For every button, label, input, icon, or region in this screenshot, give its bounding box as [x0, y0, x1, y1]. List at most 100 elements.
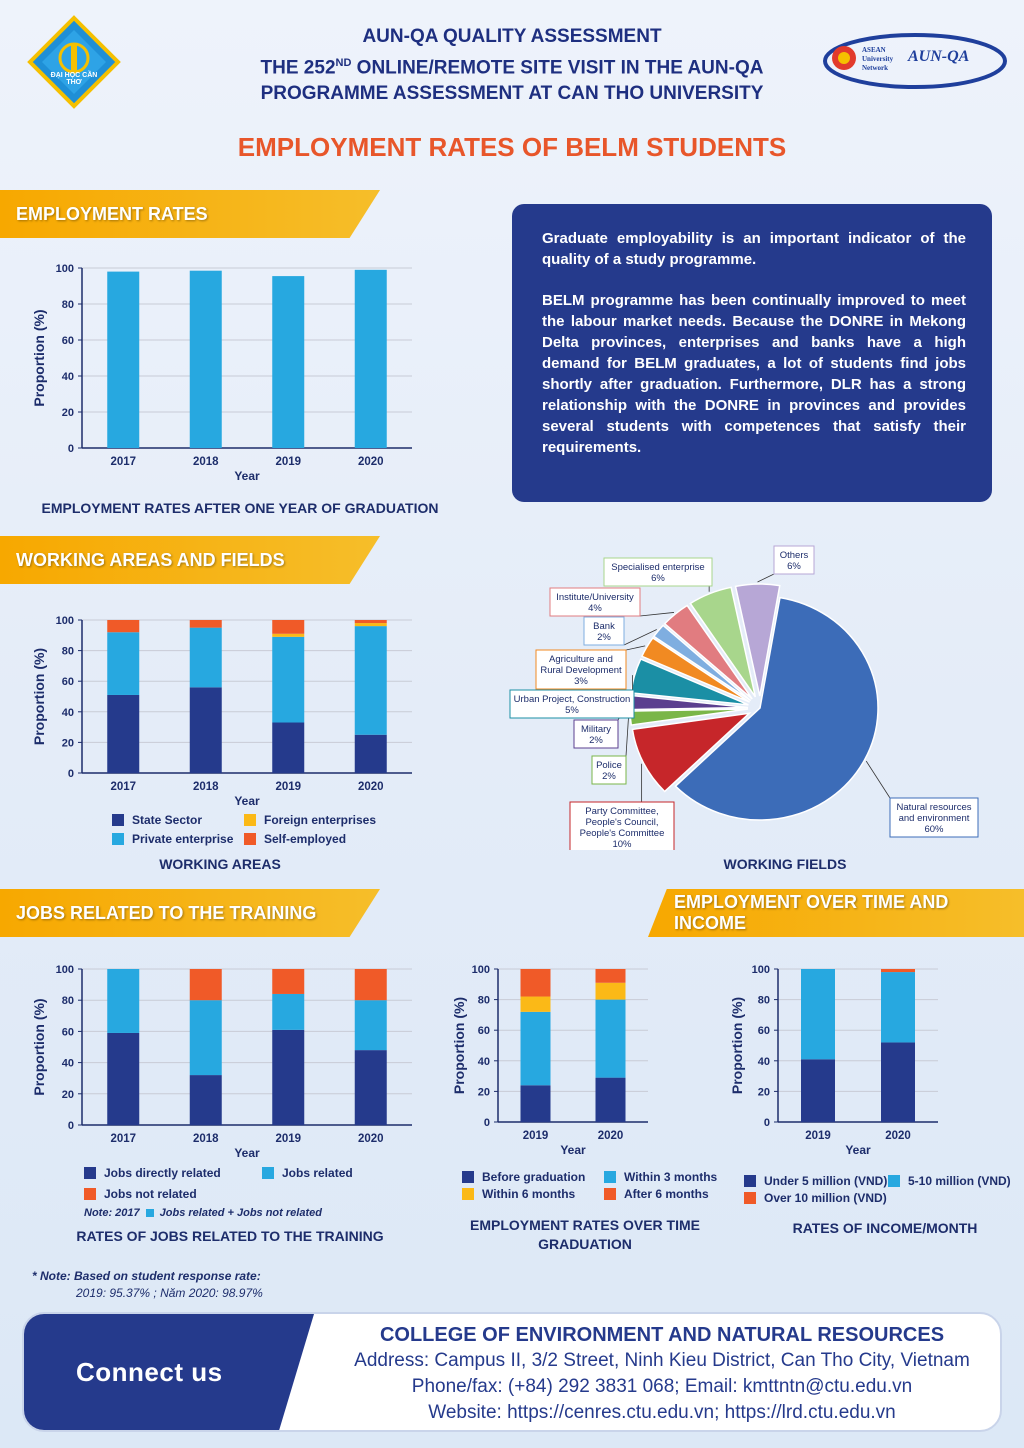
x-tick-label: 2018 — [193, 456, 219, 468]
bar-2020-self-employed — [354, 620, 387, 624]
legend-self-employed: Self-employed — [244, 832, 346, 846]
x-axis-label: Year — [560, 1143, 586, 1157]
pie-label-text: Natural resources and environment 60% — [897, 802, 972, 835]
y-tick-label: 80 — [758, 995, 770, 1007]
bar-2019-private-enterprise — [272, 636, 305, 723]
y-tick-label: 40 — [758, 1056, 770, 1068]
legend-after-6-months: After 6 months — [604, 1187, 709, 1201]
bar-2020-within-3-months — [595, 999, 626, 1078]
bar-2020-state-sector — [354, 734, 387, 773]
contact-phone[interactable]: Phone/fax: (+84) 292 3831 068; Email: km… — [411, 1376, 913, 1397]
bar-2018-jobs-directly-related — [189, 1075, 222, 1125]
y-tick-label: 20 — [62, 737, 74, 749]
legend-jobs-note: Note: 2017 Jobs related + Jobs not relate… — [84, 1207, 322, 1219]
pie-label-text: Party Committee, People's Council, People'… — [580, 806, 665, 850]
pie-label-text: Institute/University 4% — [556, 592, 634, 614]
caption-areas: WORKING AREAS — [159, 856, 281, 872]
employment-over-time-chart: 0 20 40 60 80 100 2019 2020 Year Proportion (%) — [451, 964, 648, 1157]
pie-leader-line — [639, 612, 675, 617]
legend-under-5m: Under 5 million (VND) — [744, 1174, 887, 1188]
pie-label-box — [509, 689, 635, 719]
x-tick-label: 2018 — [193, 1133, 219, 1145]
bar-2020-after-6-months — [595, 969, 626, 983]
header-title: AUN-QA QUALITY ASSESSMENT THE 252ND ONLI… — [150, 24, 874, 107]
info-para-2: BELM programme has been continually impr… — [542, 292, 966, 456]
employment-rates-chart: 0 20 40 60 80 100 2017 2018 2019 2020 Year Proporti… — [31, 263, 412, 483]
bar-2018-jobs-related — [189, 1000, 222, 1076]
aun-logo-text: ASEAN University Network — [862, 46, 894, 72]
y-tick-label: 80 — [62, 995, 74, 1007]
x-tick-label: 2020 — [358, 781, 384, 793]
aun-logo: ASEAN University Network AUN-QA — [820, 28, 1010, 94]
bar-2017-state-sector — [107, 694, 140, 773]
connect-us-label: Connect us — [24, 1314, 314, 1430]
caption-overtime: EMPLOYMENT RATES OVER TIME GRADUATION — [470, 1217, 700, 1252]
pie-label-box — [773, 545, 815, 575]
y-tick-label: 20 — [62, 407, 74, 419]
legend-5-10m: 5-10 million (VND) — [888, 1174, 1011, 1188]
caption-fields: WORKING FIELDS — [723, 856, 847, 872]
x-tick-label: 2019 — [275, 456, 301, 468]
caption-jobs: RATES OF JOBS RELATED TO THE TRAINING — [76, 1228, 384, 1244]
x-tick-label: 2019 — [523, 1130, 549, 1142]
y-tick-label: 0 — [764, 1117, 770, 1129]
x-axis-label: Year — [845, 1143, 871, 1157]
y-tick-label: 20 — [62, 1089, 74, 1101]
legend-jobs-not-related: Jobs not related — [84, 1187, 197, 1201]
legend-state-sector: State Sector — [112, 813, 202, 827]
bar-2017-jobs-related — [107, 969, 140, 1033]
pie-label-text: Urban Project, Construction 5% — [514, 694, 631, 716]
pie-label-box — [535, 649, 627, 690]
college-name: COLLEGE OF ENVIRONMENT AND NATURAL RESOU… — [379, 1324, 945, 1346]
bar-2019-after-6-months — [520, 969, 551, 997]
x-tick-label: 2020 — [358, 1133, 384, 1145]
bar-2020-under-5-million-vnd- — [881, 1042, 915, 1122]
bar-2020-before-graduation — [595, 1077, 626, 1122]
bar-2017 — [107, 271, 140, 448]
x-tick-label: 2020 — [358, 456, 384, 468]
pie-label-box — [603, 557, 713, 587]
legend-areas: State Sector Foreign enterprises Private… — [112, 813, 442, 853]
x-tick-label: 2017 — [110, 781, 136, 793]
pie-label-text: Specialised enterprise 6% — [611, 562, 704, 584]
bar-2019-self-employed — [272, 620, 305, 634]
x-tick-label: 2017 — [110, 1133, 136, 1145]
bar-2018-jobs-not-related — [189, 969, 222, 1001]
y-axis-label: Proportion (%) — [451, 997, 467, 1094]
contact-panel: Connect us COLLEGE OF ENVIRONMENT AND NA… — [22, 1312, 1002, 1432]
x-tick-label: 2020 — [598, 1130, 624, 1142]
y-tick-label: 20 — [478, 1086, 490, 1098]
pie-leader-line — [865, 760, 891, 799]
x-tick-label: 2019 — [275, 781, 301, 793]
pie-label-text: Police 2% — [596, 760, 622, 782]
y-tick-label: 100 — [752, 964, 770, 976]
bar-2019-within-6-months — [520, 996, 551, 1012]
contact-website[interactable]: Website: https://cenres.ctu.edu.vn; http… — [428, 1402, 896, 1423]
contact-details: COLLEGE OF ENVIRONMENT AND NATURAL RESOU… — [324, 1322, 1000, 1426]
legend-foreign-enterprises: Foreign enterprises — [244, 813, 376, 827]
bar-2020-5-10-million-vnd- — [881, 972, 915, 1043]
pie-slice-bank — [652, 624, 752, 702]
legend-jobs-direct: Jobs directly related — [84, 1166, 221, 1180]
pie-slice-others — [734, 583, 781, 697]
y-tick-label: 60 — [62, 335, 74, 347]
bar-2020-jobs-related — [354, 1000, 387, 1051]
header-line-1: AUN-QA QUALITY ASSESSMENT — [362, 26, 662, 47]
working-areas-chart: 0 20 40 60 80 100 2017 2018 2019 2020 Year Proporti… — [31, 615, 412, 805]
bar-2017-private-enterprise — [107, 632, 140, 695]
main-title: EMPLOYMENT RATES OF BELM STUDENTS — [237, 132, 787, 162]
y-axis-label: Proportion (%) — [729, 997, 745, 1094]
pie-leader-line — [623, 629, 657, 646]
bar-2018-state-sector — [189, 687, 222, 773]
y-tick-label: 80 — [478, 995, 490, 1007]
y-tick-label: 40 — [62, 707, 74, 719]
bar-2019-before-graduation — [520, 1085, 551, 1122]
pie-leader-line — [625, 645, 646, 651]
x-tick-label: 2019 — [275, 1133, 301, 1145]
y-tick-label: 100 — [56, 615, 74, 627]
legend-jobs-related: Jobs related — [262, 1166, 353, 1180]
ctu-logo: ĐẠI HỌC CẦN THƠ — [26, 14, 122, 110]
pie-label-text: Agriculture and Rural Development 3% — [540, 654, 622, 687]
banner-jobs-related: JOBS RELATED TO THE TRAINING — [0, 889, 380, 937]
y-tick-label: 60 — [478, 1025, 490, 1037]
